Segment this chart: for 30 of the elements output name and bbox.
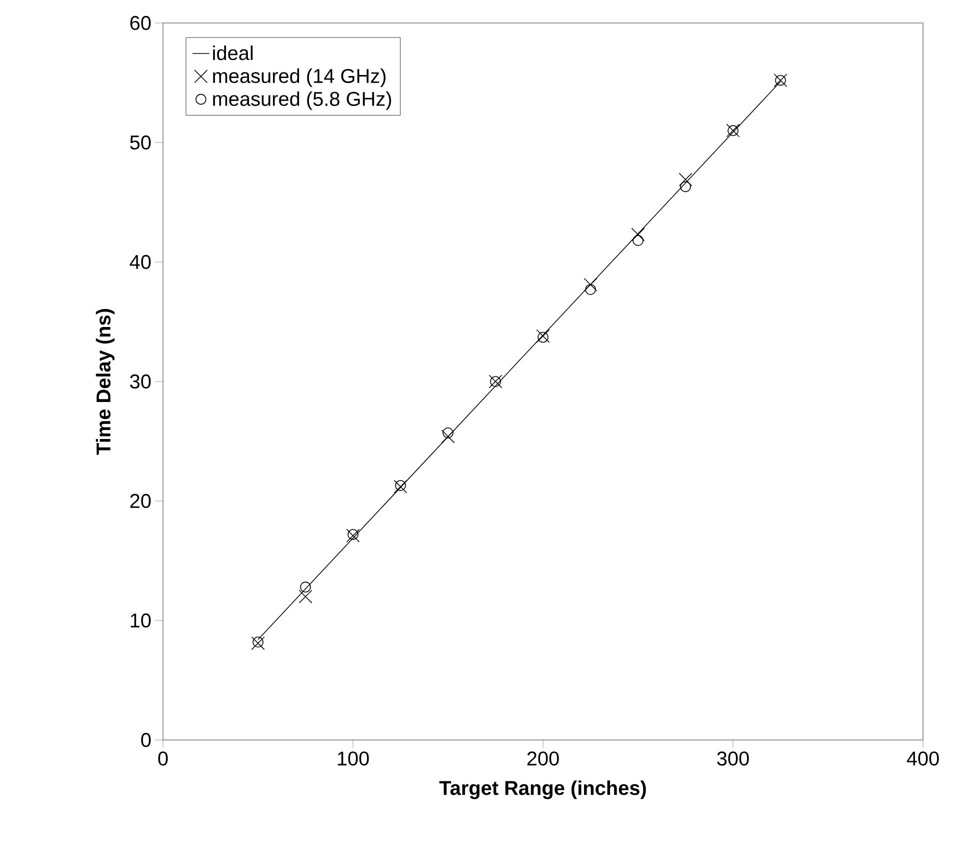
legend-label: ideal	[213, 46, 253, 60]
y-tick-label: 40	[130, 254, 151, 270]
point	[395, 480, 406, 491]
point	[394, 480, 408, 494]
point	[346, 528, 360, 542]
x-tick-label: 300	[717, 752, 749, 766]
x-axis-title: Target Range (inches)	[439, 780, 646, 800]
point	[298, 590, 312, 604]
point	[536, 329, 550, 343]
x-tick-label: 0	[158, 752, 168, 766]
point	[442, 427, 454, 438]
y-tick-label: 60	[130, 16, 151, 30]
x-tick-label: 400	[906, 752, 939, 766]
y-tick-label: 0	[141, 732, 151, 748]
point	[348, 529, 358, 540]
point	[252, 636, 264, 648]
y-tick-label: 50	[130, 135, 151, 150]
point	[300, 582, 311, 592]
legend-label: measured (5.8 GHz)	[213, 91, 392, 110]
y-tick-label: 10	[130, 613, 151, 628]
point	[538, 332, 548, 343]
x-tick-label: 100	[338, 752, 369, 766]
point	[441, 430, 455, 444]
y-tick-label: 30	[130, 374, 151, 389]
x-tick-label: 200	[527, 752, 559, 766]
y-axis-title: Time Delay (ns)	[96, 309, 114, 455]
legend-label: measured (14 GHz)	[213, 68, 386, 87]
point	[251, 636, 265, 650]
point	[584, 278, 598, 292]
y-tick-label: 20	[130, 494, 151, 508]
